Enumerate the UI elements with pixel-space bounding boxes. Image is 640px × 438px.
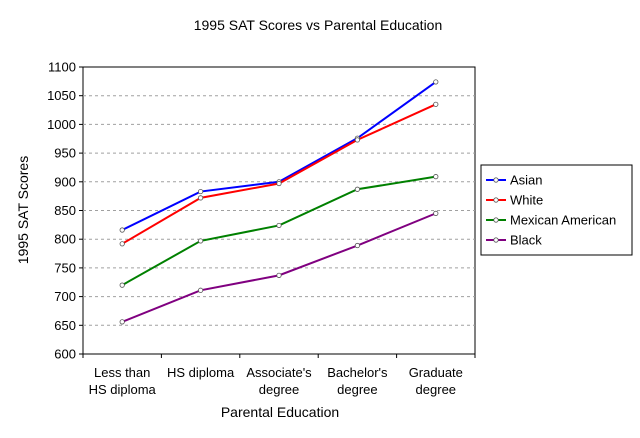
legend-marker	[493, 237, 499, 243]
legend-marker	[493, 217, 499, 223]
data-point	[354, 242, 360, 249]
x-tick-label: HS diploma	[89, 382, 157, 397]
data-point	[433, 101, 439, 107]
y-tick-label: 1050	[47, 88, 76, 103]
legend-label: Black	[510, 233, 542, 248]
data-point	[354, 137, 360, 143]
data-point	[354, 186, 360, 192]
y-tick-label: 600	[54, 347, 76, 362]
data-point	[198, 238, 204, 244]
x-tick-label: HS diploma	[167, 365, 235, 380]
x-axis-ticks: Less than HS diploma HS diploma Associate's…	[82, 354, 476, 397]
data-point	[119, 241, 125, 247]
y-axis-label: 1995 SAT Scores	[15, 156, 31, 264]
y-axis-ticks: 600 650 700 750 800 850 900 950 1000 1050 1100	[47, 60, 83, 362]
y-tick-label: 750	[54, 260, 76, 275]
data-point	[276, 272, 282, 278]
x-tick-label: Graduate	[409, 365, 463, 380]
chart-title: 1995 SAT Scores vs Parental Education	[194, 17, 443, 33]
y-tick-label: 1000	[47, 117, 76, 132]
y-tick-label: 800	[54, 232, 76, 247]
data-point	[119, 282, 125, 288]
plot-area	[82, 66, 476, 355]
y-tick-label: 700	[54, 289, 76, 304]
x-tick-label: degree	[416, 382, 456, 397]
x-axis-label: Parental Education	[221, 404, 339, 420]
data-point	[119, 227, 125, 233]
legend: Asian White Mexican American Black	[480, 164, 633, 256]
legend-label: White	[510, 193, 543, 208]
y-tick-label: 950	[54, 146, 76, 161]
y-tick-label: 1100	[48, 60, 76, 75]
x-tick-label: Bachelor's	[327, 365, 388, 380]
y-tick-label: 650	[54, 318, 76, 333]
data-point	[433, 79, 439, 85]
x-tick-label: Less than	[94, 365, 150, 380]
legend-box	[480, 164, 633, 256]
data-point	[198, 287, 204, 293]
y-tick-label: 850	[54, 203, 76, 218]
y-tick-label: 900	[54, 174, 76, 189]
data-point	[433, 210, 439, 216]
data-point	[198, 195, 204, 201]
x-tick-label: Associate's	[246, 365, 312, 380]
series-lines	[119, 79, 439, 325]
data-point	[433, 174, 439, 180]
legend-marker	[493, 197, 499, 203]
data-point	[119, 319, 125, 325]
legend-label: Asian	[510, 173, 543, 188]
legend-label: Mexican American	[510, 213, 616, 228]
data-point	[276, 222, 282, 229]
data-point	[198, 188, 204, 195]
data-point	[276, 180, 282, 187]
x-tick-label: degree	[337, 382, 377, 397]
x-tick-label: degree	[259, 382, 299, 397]
legend-marker	[493, 177, 499, 183]
